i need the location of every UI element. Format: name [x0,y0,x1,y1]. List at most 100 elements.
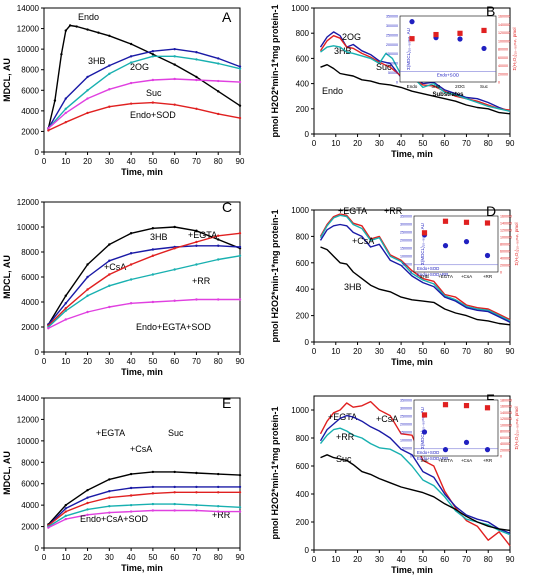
inset-right-tick-label: 100000 [498,39,510,43]
inset-right-tick-label: 0 [500,455,502,459]
y-tick-label: 0 [305,546,310,555]
inset-left-tick-label: 50000 [402,263,412,267]
data-point [217,112,220,116]
x-tick-label: 0 [312,139,317,148]
x-tick-label: 90 [236,157,245,166]
x-tick-label: 80 [214,357,223,366]
series-line--egta [47,491,240,527]
data-point [108,259,111,262]
data-point [129,278,133,281]
data-point [129,232,133,235]
series-line--rr [47,255,241,328]
data-point [129,61,133,64]
inset-category-label: +CsA [461,458,473,463]
x-tick-label: 50 [148,157,157,166]
data-point [86,288,89,291]
series-label: Endo+CsA+SOD [80,514,149,524]
y-tick-label: 0 [305,130,310,139]
inset-left-tick-label: 100000 [400,439,412,443]
y-tick-label: 200 [296,105,310,114]
x-tick-label: 0 [312,555,317,564]
data-point [108,273,111,276]
plot-frame [313,7,511,135]
x-tick-label: 20 [83,553,92,562]
data-point [173,485,176,489]
data-point [173,470,176,474]
inset-left-tick-label: 50000 [402,447,412,451]
data-point [195,51,198,54]
y-tick-label: 6000 [21,480,39,489]
series-label: +CsA [104,262,126,272]
x-tick-label: 0 [42,157,47,166]
panel-letter: E [222,395,231,411]
data-point [195,485,198,489]
data-point [173,47,176,51]
x-tick-label: 80 [484,347,493,356]
data-point [86,28,89,31]
inset-left-tick-label: 300000 [400,407,412,411]
inset-category-label: +CsA [461,274,473,279]
series-label: Suc [168,428,184,438]
y-tick-label: 4000 [21,298,39,307]
inset-frame [413,215,499,273]
inset-left-tick-label: 300000 [386,24,398,28]
series-label: Endo+EGTA+SOD [136,322,211,332]
y-axis-title: pmol H2O2*min-1*mg protein-1 [270,4,280,137]
inset-right-tick-label: 20000 [500,448,510,452]
inset-left-axis-title: Σ(MDCL)₁₀₋₉₀ₘᵢₙ, AU [420,407,425,449]
inset-left-tick-label: 100000 [386,62,398,66]
y-axis-title: pmol H2O2*min-1*mg protein-1 [270,406,280,539]
data-point [238,491,242,494]
data-point [151,227,155,230]
data-point [151,53,155,56]
data-point [86,310,89,314]
data-point [217,491,220,494]
data-point [86,275,89,279]
data-point [60,53,63,56]
inset-right-tick-label: 20000 [500,264,510,268]
data-point [151,485,155,489]
data-point [108,72,111,76]
series-line--rr [48,503,241,528]
series-line--rr [319,427,511,536]
series-line--csa [47,245,241,325]
y-tick-label: 0 [35,148,40,157]
y-tick-label: 4000 [21,107,39,116]
data-point [173,225,176,229]
y-tick-label: 0 [305,338,310,347]
inset-point-h2o2 [442,402,449,408]
data-point [195,78,198,82]
data-point [64,507,67,510]
data-point [238,245,242,249]
series-line-3hb [47,226,241,325]
data-point [238,116,242,120]
data-point [195,263,198,266]
data-point [195,244,198,247]
data-point [195,503,198,507]
y-tick-label: 6000 [21,273,39,282]
data-point [238,473,242,477]
data-point [217,238,220,241]
inset-point-mdcl [481,45,487,52]
inset-left-tick-label: 250000 [386,33,398,37]
x-tick-label: 40 [127,157,136,166]
data-point [195,75,198,79]
panel-letter: D [486,203,496,219]
data-point [173,268,176,271]
x-tick-label: 70 [462,139,471,148]
x-tick-label: 40 [397,555,406,564]
series-label: +CsA [130,444,152,454]
x-tick-label: 90 [236,553,245,562]
x-tick-label: 70 [462,347,471,356]
data-point [86,496,89,499]
inset-category-label: 3HB [420,274,429,279]
data-point [108,505,111,508]
y-tick-label: 2000 [21,523,39,532]
data-point [64,120,67,124]
x-tick-label: 90 [506,555,515,564]
x-tick-label: 70 [192,157,201,166]
data-point [151,50,155,53]
data-point [86,89,89,92]
inset-category-label: Suc [480,84,489,89]
series-label: Suc [376,62,392,72]
